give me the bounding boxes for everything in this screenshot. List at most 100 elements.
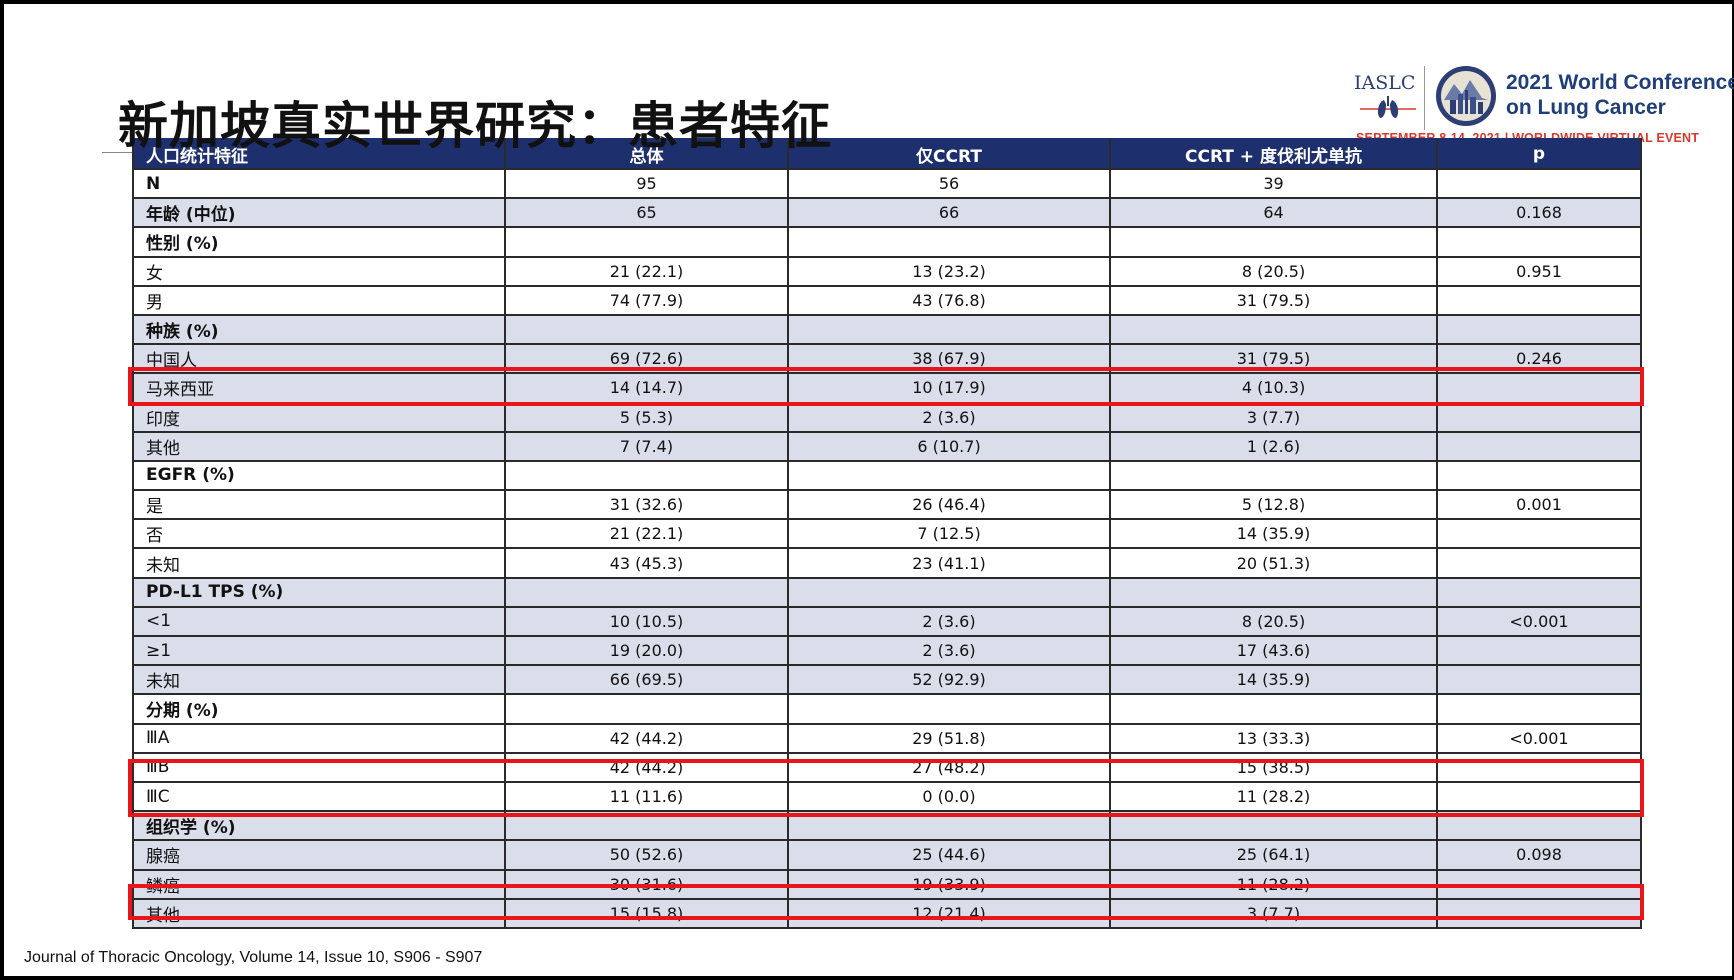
table-row: ⅢC 11 (11.6) 0 (0.0) 11 (28.2) [132, 780, 1642, 813]
patient-characteristics-table: 人口统计特征 总体 仅CCRT CCRT + 度伐利尤单抗 p N 95 56 39 年… [132, 138, 1642, 929]
cell-p-value [1436, 780, 1642, 813]
cell-ccrt-durvalumab: 25 (64.1) [1109, 839, 1438, 871]
cell-total: 7 (7.4) [504, 430, 789, 462]
cell-ccrt-only: 19 (33.9) [787, 868, 1111, 900]
cell-total: 42 (44.2) [504, 751, 789, 783]
table-row: 马来西亚 14 (14.7) 10 (17.9) 4 (10.3) [132, 372, 1642, 404]
cell-total: 10 (10.5) [504, 605, 789, 638]
cell-p-value: 0.168 [1436, 197, 1642, 229]
row-label: 是 [132, 489, 506, 521]
table-row: 否 21 (22.1) 7 (12.5) 14 (35.9) [132, 518, 1642, 550]
cell-ccrt-durvalumab [1109, 226, 1438, 258]
row-label: ⅢC [132, 780, 506, 813]
table-row: ⅢB 42 (44.2) 27 (48.2) 15 (38.5) [132, 751, 1642, 783]
table-row: 鳞癌 30 (31.6) 19 (33.9) 11 (28.2) [132, 868, 1642, 900]
row-label: 其他 [132, 430, 506, 462]
cell-total [504, 313, 789, 346]
cell-ccrt-durvalumab [1109, 313, 1438, 346]
cell-ccrt-durvalumab: 13 (33.3) [1109, 722, 1438, 754]
cell-p-value: 0.001 [1436, 489, 1642, 521]
conference-title: 2021 World Conference on Lung Cancer [1506, 70, 1734, 120]
cell-ccrt-only: 10 (17.9) [787, 372, 1111, 404]
cell-ccrt-durvalumab [1109, 576, 1438, 608]
row-label: 种族 (%) [132, 313, 506, 346]
cell-ccrt-durvalumab: 3 (7.7) [1109, 401, 1438, 433]
row-label: 性别 (%) [132, 226, 506, 258]
table-section-row: 性别 (%) [132, 226, 1642, 258]
cell-ccrt-only [787, 459, 1111, 492]
cell-p-value [1436, 547, 1642, 579]
table-row: N 95 56 39 [132, 167, 1642, 200]
row-label: <1 [132, 605, 506, 638]
cell-ccrt-durvalumab: 17 (43.6) [1109, 634, 1438, 667]
cell-ccrt-only: 6 (10.7) [787, 430, 1111, 462]
cell-p-value [1436, 284, 1642, 316]
city-seal-icon [1436, 66, 1496, 126]
cell-p-value [1436, 868, 1642, 900]
cell-ccrt-only [787, 810, 1111, 842]
logo-separator [1424, 66, 1425, 130]
cell-total: 65 [504, 197, 789, 229]
lung-icon [1360, 96, 1416, 118]
cell-ccrt-only: 12 (21.4) [787, 897, 1111, 929]
cell-ccrt-only: 25 (44.6) [787, 839, 1111, 871]
cell-ccrt-only: 23 (41.1) [787, 547, 1111, 579]
table-row: 印度 5 (5.3) 2 (3.6) 3 (7.7) [132, 401, 1642, 433]
table-row: 其他 15 (15.8) 12 (21.4) 3 (7.7) [132, 897, 1642, 929]
cell-p-value [1436, 401, 1642, 433]
conference-title-line1: 2021 World Conference [1506, 71, 1734, 94]
cell-ccrt-durvalumab: 3 (7.7) [1109, 897, 1438, 929]
cell-ccrt-durvalumab: 15 (38.5) [1109, 751, 1438, 783]
cell-ccrt-only [787, 226, 1111, 258]
cell-p-value [1436, 372, 1642, 404]
cell-ccrt-durvalumab: 1 (2.6) [1109, 430, 1438, 462]
row-label: 否 [132, 518, 506, 550]
cell-total: 11 (11.6) [504, 780, 789, 813]
header-ccrt-only: 仅CCRT [787, 138, 1111, 170]
table-row: 年龄 (中位) 65 66 64 0.168 [132, 197, 1642, 229]
slide-title: 新加坡真实世界研究：患者特征 [118, 97, 832, 155]
cell-ccrt-durvalumab [1109, 459, 1438, 492]
cell-p-value [1436, 430, 1642, 462]
cell-total: 74 (77.9) [504, 284, 789, 316]
cell-total: 69 (72.6) [504, 343, 789, 375]
cell-p-value [1436, 459, 1642, 492]
cell-ccrt-durvalumab: 31 (79.5) [1109, 343, 1438, 375]
cell-p-value [1436, 664, 1642, 696]
table-row: 腺癌 50 (52.6) 25 (44.6) 25 (64.1) 0.098 [132, 839, 1642, 871]
table-row: 中国人 69 (72.6) 38 (67.9) 31 (79.5) 0.246 [132, 343, 1642, 375]
table-section-row: 种族 (%) [132, 313, 1642, 346]
cell-ccrt-only: 7 (12.5) [787, 518, 1111, 550]
cell-ccrt-durvalumab: 8 (20.5) [1109, 255, 1438, 287]
row-label: 分期 (%) [132, 693, 506, 725]
table-row: ⅢA 42 (44.2) 29 (51.8) 13 (33.3) <0.001 [132, 722, 1642, 754]
table-row: <1 10 (10.5) 2 (3.6) 8 (20.5) <0.001 [132, 605, 1642, 638]
row-label: 男 [132, 284, 506, 316]
cell-p-value: 0.246 [1436, 343, 1642, 375]
cell-p-value [1436, 693, 1642, 725]
citation: Journal of Thoracic Oncology, Volume 14,… [24, 949, 483, 966]
cell-total: 21 (22.1) [504, 518, 789, 550]
row-label: 腺癌 [132, 839, 506, 871]
cell-ccrt-only: 2 (3.6) [787, 634, 1111, 667]
cell-ccrt-only [787, 693, 1111, 725]
cell-ccrt-only [787, 576, 1111, 608]
cell-p-value [1436, 751, 1642, 783]
cell-p-value [1436, 518, 1642, 550]
cell-ccrt-only: 13 (23.2) [787, 255, 1111, 287]
table-row: 未知 66 (69.5) 52 (92.9) 14 (35.9) [132, 664, 1642, 696]
cell-total [504, 693, 789, 725]
cell-total: 43 (45.3) [504, 547, 789, 579]
table-row: 是 31 (32.6) 26 (46.4) 5 (12.8) 0.001 [132, 489, 1642, 521]
conference-logo: IASLC 2021 World Conference on Lung Canc… [1354, 60, 1734, 150]
row-label: 未知 [132, 664, 506, 696]
cell-p-value [1436, 897, 1642, 929]
table-row: 女 21 (22.1) 13 (23.2) 8 (20.5) 0.951 [132, 255, 1642, 287]
cell-ccrt-only: 0 (0.0) [787, 780, 1111, 813]
row-label: 年龄 (中位) [132, 197, 506, 229]
table-body: N 95 56 39 年龄 (中位) 65 66 64 0.168 性别 (%) 女 21 (22.1… [132, 167, 1642, 929]
header-demographics: 人口统计特征 [132, 138, 506, 170]
cell-ccrt-only: 27 (48.2) [787, 751, 1111, 783]
row-label: 其他 [132, 897, 506, 929]
cell-ccrt-only: 52 (92.9) [787, 664, 1111, 696]
